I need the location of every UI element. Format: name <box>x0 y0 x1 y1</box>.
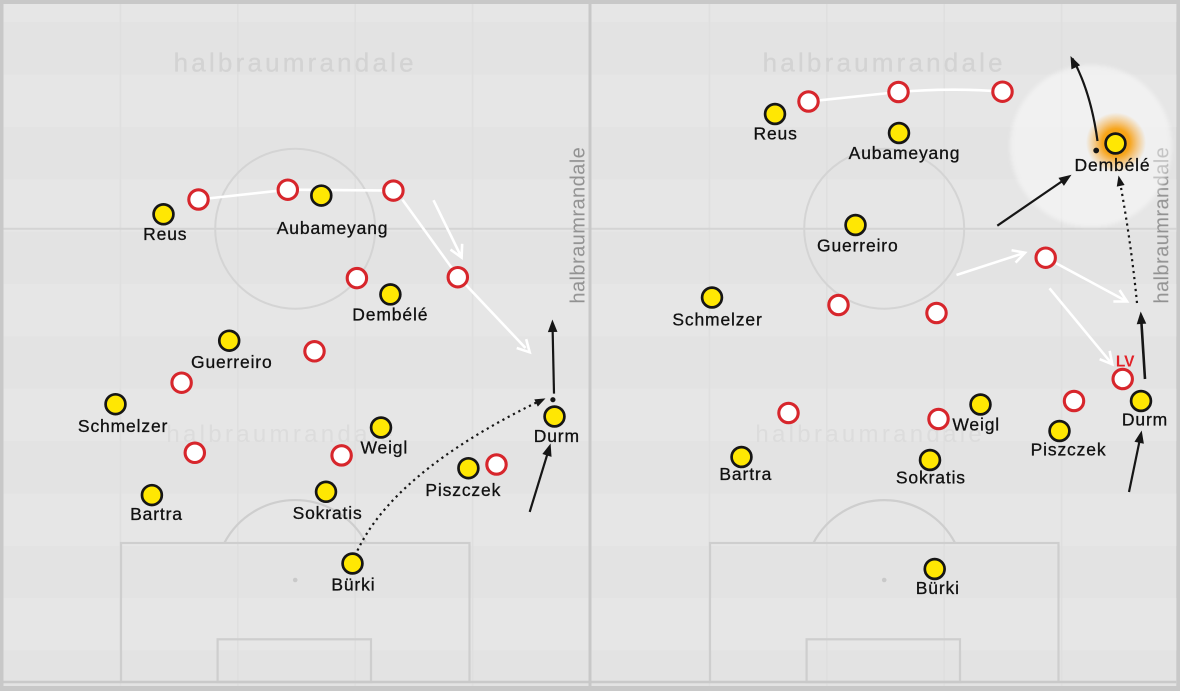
svg-text:halbraumrandale: halbraumrandale <box>763 48 1006 78</box>
svg-text:Piszczek: Piszczek <box>425 480 501 500</box>
svg-text:LV: LV <box>1116 354 1135 371</box>
svg-text:Guerreiro: Guerreiro <box>817 236 899 256</box>
svg-text:Reus: Reus <box>143 224 187 244</box>
svg-text:Sokratis: Sokratis <box>293 503 363 523</box>
svg-text:Bürki: Bürki <box>331 575 375 595</box>
svg-text:Schmelzer: Schmelzer <box>78 416 168 436</box>
svg-text:Weigl: Weigl <box>360 438 408 458</box>
svg-text:Bartra: Bartra <box>130 504 183 524</box>
svg-text:Piszczek: Piszczek <box>1031 440 1107 460</box>
svg-text:Sokratis: Sokratis <box>896 468 966 488</box>
svg-text:Bartra: Bartra <box>719 464 772 484</box>
svg-text:Durm: Durm <box>534 426 580 446</box>
svg-text:Dembélé: Dembélé <box>1075 155 1151 175</box>
svg-text:Reus: Reus <box>753 124 797 144</box>
svg-text:Weigl: Weigl <box>952 415 1000 435</box>
svg-text:Dembélé: Dembélé <box>352 305 428 325</box>
svg-text:Guerreiro: Guerreiro <box>191 352 273 372</box>
svg-text:Bürki: Bürki <box>916 578 960 598</box>
svg-text:halbraumrandale: halbraumrandale <box>174 48 417 78</box>
svg-text:Schmelzer: Schmelzer <box>672 310 762 330</box>
svg-text:Aubameyang: Aubameyang <box>849 143 961 163</box>
svg-text:halbraumrandale: halbraumrandale <box>755 421 985 448</box>
svg-text:Aubameyang: Aubameyang <box>277 218 389 238</box>
svg-text:Durm: Durm <box>1122 410 1168 430</box>
svg-text:halbraumrandale: halbraumrandale <box>166 421 396 448</box>
svg-text:halbraumrandale: halbraumrandale <box>568 147 590 304</box>
